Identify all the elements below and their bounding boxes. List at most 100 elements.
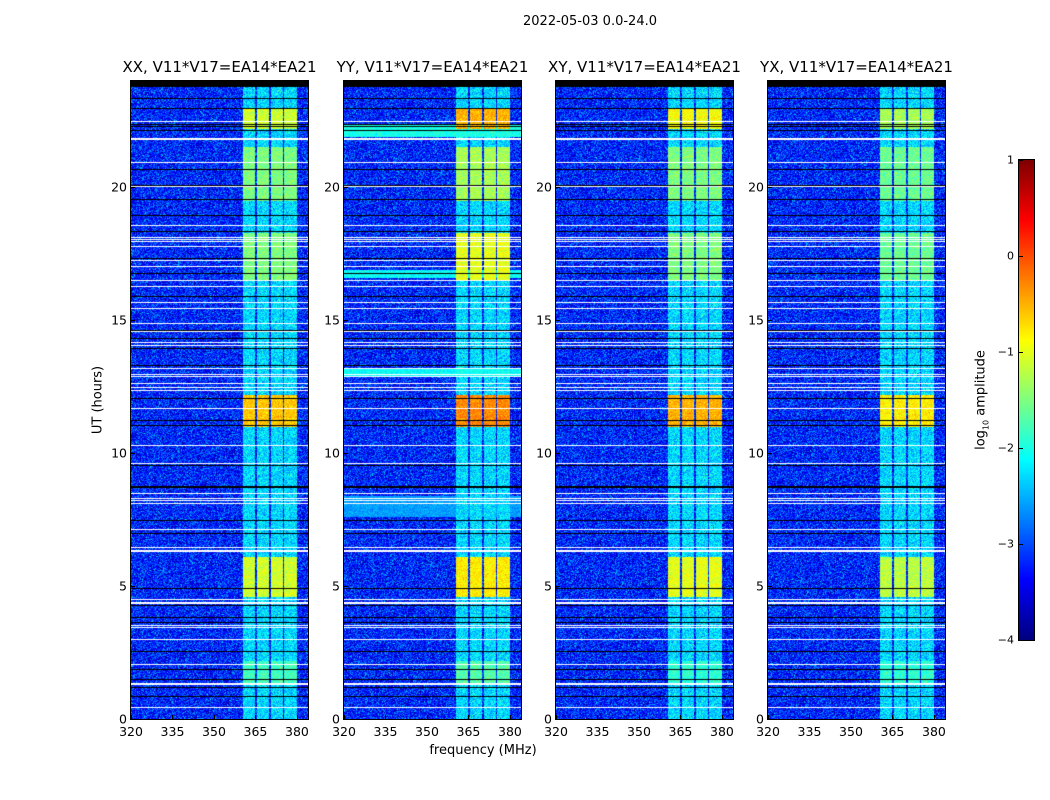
y-tick-mark <box>768 719 772 720</box>
heatmap-cells <box>131 81 308 719</box>
y-tick-mark <box>768 187 772 189</box>
heatmap-panel-yy <box>343 80 522 720</box>
y-tick-mark <box>344 586 348 588</box>
y-tick-label: 10 <box>111 445 127 461</box>
x-tick-mark <box>296 715 298 719</box>
y-tick-label: 15 <box>536 312 552 328</box>
y-tick-mark <box>344 719 348 720</box>
y-tick-mark <box>131 586 135 588</box>
x-tick-mark <box>809 715 811 719</box>
colorbar-tick-mark <box>1019 160 1023 161</box>
y-tick-label: 10 <box>324 445 340 461</box>
x-tick-label: 365 <box>880 724 905 739</box>
panel-title: XX, V11*V17=EA14*EA21 <box>122 58 317 76</box>
colorbar-tick-label: −3 <box>997 537 1014 551</box>
x-tick-mark <box>768 715 769 719</box>
y-tick-mark <box>556 320 560 322</box>
heatmap-panel-yx <box>767 80 946 720</box>
x-tick-mark <box>385 715 387 719</box>
y-tick-label: 10 <box>748 445 764 461</box>
x-axis-label: frequency (MHz) <box>429 743 537 758</box>
y-tick-mark <box>768 453 772 455</box>
x-tick-label: 365 <box>243 724 268 739</box>
colorbar-tick-mark <box>1019 352 1023 353</box>
y-tick-mark <box>131 320 135 322</box>
x-tick-label: 335 <box>373 724 398 739</box>
y-tick-label: 20 <box>536 179 552 195</box>
x-tick-label: 335 <box>160 724 185 739</box>
colorbar-label: log10 amplitude <box>973 350 991 450</box>
y-tick-label: 5 <box>332 578 340 594</box>
y-tick-label: 20 <box>324 179 340 195</box>
x-tick-mark <box>131 715 132 719</box>
colorbar-tick-label: −4 <box>997 633 1014 647</box>
y-tick-mark <box>556 719 560 720</box>
x-tick-label: 320 <box>544 724 568 739</box>
x-tick-mark <box>344 715 345 719</box>
colorbar-tick-label: −2 <box>997 441 1014 455</box>
y-tick-label: 0 <box>756 711 764 727</box>
panel-title: YX, V11*V17=EA14*EA21 <box>760 58 953 76</box>
heatmap-cells <box>768 81 945 719</box>
y-tick-mark <box>344 320 348 322</box>
colorbar-tick-mark <box>1019 256 1023 257</box>
x-tick-mark <box>892 715 894 719</box>
y-tick-label: 5 <box>119 578 127 594</box>
x-tick-label: 350 <box>202 724 226 739</box>
panel-title: YY, V11*V17=EA14*EA21 <box>336 58 529 76</box>
colorbar-tick-mark <box>1019 448 1023 449</box>
x-tick-label: 380 <box>922 724 946 739</box>
x-tick-mark <box>468 715 470 719</box>
x-tick-label: 365 <box>456 724 481 739</box>
x-tick-mark <box>638 715 640 719</box>
figure-title: 2022-05-03 0.0-24.0 <box>523 14 657 29</box>
x-tick-mark <box>426 715 428 719</box>
x-tick-mark <box>597 715 599 719</box>
x-tick-label: 350 <box>627 724 651 739</box>
x-tick-label: 365 <box>668 724 693 739</box>
colorbar-tick-label: 1 <box>1007 153 1014 167</box>
x-tick-mark <box>172 715 174 719</box>
x-tick-label: 350 <box>839 724 863 739</box>
y-tick-mark <box>768 586 772 588</box>
colorbar-tick-mark <box>1019 544 1023 545</box>
y-tick-label: 15 <box>748 312 764 328</box>
x-tick-label: 320 <box>119 724 143 739</box>
x-tick-label: 380 <box>498 724 522 739</box>
y-tick-mark <box>131 187 135 189</box>
x-tick-label: 320 <box>756 724 780 739</box>
y-tick-mark <box>344 453 348 455</box>
x-tick-mark <box>213 715 215 719</box>
y-tick-label: 0 <box>332 711 340 727</box>
y-tick-mark <box>556 586 560 588</box>
x-tick-label: 335 <box>797 724 822 739</box>
y-tick-mark <box>344 187 348 189</box>
colorbar <box>1018 159 1035 641</box>
x-tick-label: 380 <box>285 724 309 739</box>
y-tick-mark <box>768 320 772 322</box>
y-tick-mark <box>131 719 135 720</box>
x-tick-label: 335 <box>585 724 610 739</box>
colorbar-tick-label: 0 <box>1007 249 1014 263</box>
y-tick-label: 15 <box>111 312 127 328</box>
y-tick-mark <box>131 453 135 455</box>
x-tick-label: 350 <box>415 724 439 739</box>
y-tick-label: 15 <box>324 312 340 328</box>
heatmap-cells <box>344 81 521 719</box>
x-tick-mark <box>933 715 935 719</box>
y-tick-label: 20 <box>748 179 764 195</box>
y-axis-label: UT (hours) <box>90 365 106 435</box>
x-tick-mark <box>721 715 723 719</box>
y-tick-label: 0 <box>119 711 127 727</box>
y-tick-label: 0 <box>544 711 552 727</box>
y-tick-mark <box>556 453 560 455</box>
x-tick-label: 380 <box>710 724 734 739</box>
y-tick-label: 5 <box>544 578 552 594</box>
colorbar-tick-mark <box>1019 640 1023 641</box>
heatmap-panel-xy <box>555 80 734 720</box>
x-tick-mark <box>255 715 257 719</box>
y-tick-label: 20 <box>111 179 127 195</box>
x-tick-mark <box>680 715 682 719</box>
x-tick-mark <box>850 715 852 719</box>
